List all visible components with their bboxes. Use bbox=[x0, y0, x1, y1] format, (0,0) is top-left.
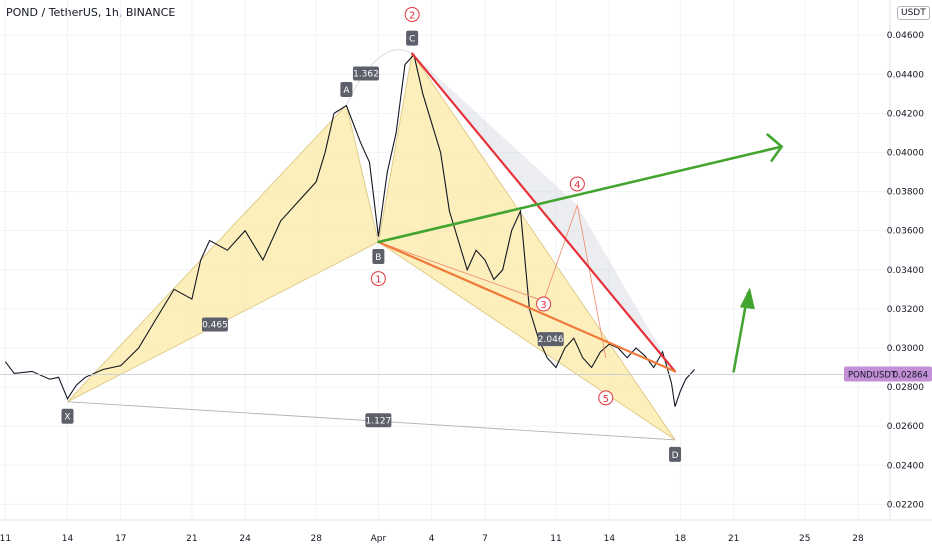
y-tick-label: 0.04400 bbox=[887, 70, 924, 80]
point-label-a: A bbox=[340, 81, 353, 97]
trend-lines bbox=[377, 52, 784, 373]
symbol-badge bbox=[844, 366, 932, 382]
ratio-label-text: 0.465 bbox=[202, 321, 228, 331]
ratio-label: 0.465 bbox=[201, 317, 228, 332]
ratio-label-box bbox=[537, 332, 564, 347]
wave-label-5: 5 bbox=[598, 390, 614, 406]
x-tick-label: 11 bbox=[0, 534, 11, 544]
pattern-labels: X A B C D 0.465 1.362 2.046 1.127 2 1 3 4 5 bbox=[61, 6, 682, 462]
wave-label-3: 3 bbox=[536, 296, 552, 312]
wave-circle bbox=[598, 390, 614, 406]
price-line bbox=[4, 53, 696, 407]
x-tick-label: 11 bbox=[550, 534, 561, 544]
point-label-text: X bbox=[64, 413, 70, 423]
y-tick-label: 0.02400 bbox=[887, 461, 924, 471]
ratio-label-box bbox=[352, 66, 379, 81]
resistance-line bbox=[411, 52, 677, 373]
bcd-triangle bbox=[378, 53, 676, 440]
symbol-badge-name: PONDUSDT bbox=[848, 371, 897, 381]
wave-circle bbox=[569, 176, 585, 192]
ratio-label-box bbox=[365, 413, 392, 428]
point-label-text: B bbox=[375, 253, 381, 263]
x-tick-label: 21 bbox=[728, 534, 739, 544]
ratio-label-text: 2.046 bbox=[538, 335, 564, 345]
wave-circle bbox=[370, 271, 386, 287]
x-tick-label: Apr bbox=[371, 534, 387, 544]
wave-label-4: 4 bbox=[569, 176, 585, 192]
pattern-edge-XA bbox=[67, 104, 347, 403]
y-tick-label: 0.02800 bbox=[887, 383, 924, 393]
wave-label-1: 1 bbox=[370, 271, 386, 287]
x-tick-label: 18 bbox=[675, 534, 687, 544]
y-tick-label: 0.03000 bbox=[887, 344, 924, 354]
ratio-label-text: 1.127 bbox=[366, 416, 392, 426]
y-tick-label: 0.03400 bbox=[887, 266, 924, 276]
y-tick-label: 0.04600 bbox=[887, 31, 924, 41]
point-label-box bbox=[340, 81, 353, 97]
point-label-c: C bbox=[406, 30, 419, 46]
breakout-arrowhead bbox=[739, 287, 755, 310]
price-series bbox=[4, 53, 696, 407]
projection-arrowhead bbox=[766, 133, 784, 162]
point-label-text: C bbox=[409, 35, 415, 45]
point-label-text: D bbox=[672, 451, 679, 461]
point-label-box bbox=[406, 30, 419, 46]
wave-number: 2 bbox=[409, 10, 415, 21]
x-tick-label: 21 bbox=[186, 534, 197, 544]
chart-title: POND / TetherUS, 1h, BINANCE bbox=[6, 6, 176, 19]
pattern-edge-BD bbox=[378, 241, 676, 441]
wave-path bbox=[378, 203, 607, 358]
y-tick-label: 0.04000 bbox=[887, 148, 924, 158]
pattern-edge-BC bbox=[377, 53, 413, 243]
x-tick-label: 28 bbox=[310, 534, 322, 544]
x-tick-label: 28 bbox=[852, 534, 864, 544]
wave-label-2: 2 bbox=[404, 6, 420, 22]
point-label-box bbox=[669, 446, 682, 462]
wave-number: 5 bbox=[603, 394, 609, 405]
point-label-box bbox=[372, 249, 385, 265]
pattern-fills bbox=[67, 49, 676, 441]
symbol-badge-price: 0.02864 bbox=[893, 371, 928, 381]
ratio-label: 1.362 bbox=[352, 66, 379, 81]
support-line bbox=[377, 240, 677, 373]
y-tick-label: 0.03600 bbox=[887, 227, 924, 237]
ratio-label: 2.046 bbox=[537, 332, 564, 347]
wave-circle bbox=[404, 6, 420, 22]
pattern-edge-AB bbox=[346, 104, 379, 243]
x-tick-label: 25 bbox=[799, 534, 810, 544]
wave-number: 3 bbox=[540, 300, 546, 311]
wave-number: 4 bbox=[574, 180, 580, 191]
ratio-label-box bbox=[201, 317, 228, 332]
y-tick-label: 0.02600 bbox=[887, 422, 924, 432]
x-tick-label: 24 bbox=[239, 534, 251, 544]
y-tick-label: 0.02200 bbox=[887, 500, 924, 510]
y-tick-label: 0.03800 bbox=[887, 188, 924, 198]
xab-triangle bbox=[67, 104, 379, 402]
x-tick-label: 7 bbox=[482, 534, 488, 544]
wave-circle bbox=[536, 296, 552, 312]
point-label-b: B bbox=[372, 249, 385, 265]
y-tick-label: 0.03200 bbox=[887, 305, 924, 315]
point-label-x: X bbox=[61, 408, 74, 424]
x-tick-label: 14 bbox=[62, 534, 74, 544]
point-label-box bbox=[61, 408, 74, 424]
ratio-label: 1.127 bbox=[365, 413, 392, 428]
projection-line bbox=[377, 145, 783, 244]
x-tick-label: 4 bbox=[429, 534, 435, 544]
point-label-text: A bbox=[343, 86, 350, 96]
ac-arc bbox=[346, 49, 413, 106]
pattern-edge-CD bbox=[411, 53, 676, 441]
point-label-d: D bbox=[669, 446, 682, 462]
wave-number: 1 bbox=[375, 275, 381, 286]
x-tick-label: 14 bbox=[604, 534, 616, 544]
ratio-label-text: 1.362 bbox=[353, 70, 379, 80]
y-tick-label: 0.04200 bbox=[887, 109, 924, 119]
x-tick-label: 17 bbox=[115, 534, 126, 544]
unit-toggle[interactable]: USDT bbox=[897, 6, 930, 20]
